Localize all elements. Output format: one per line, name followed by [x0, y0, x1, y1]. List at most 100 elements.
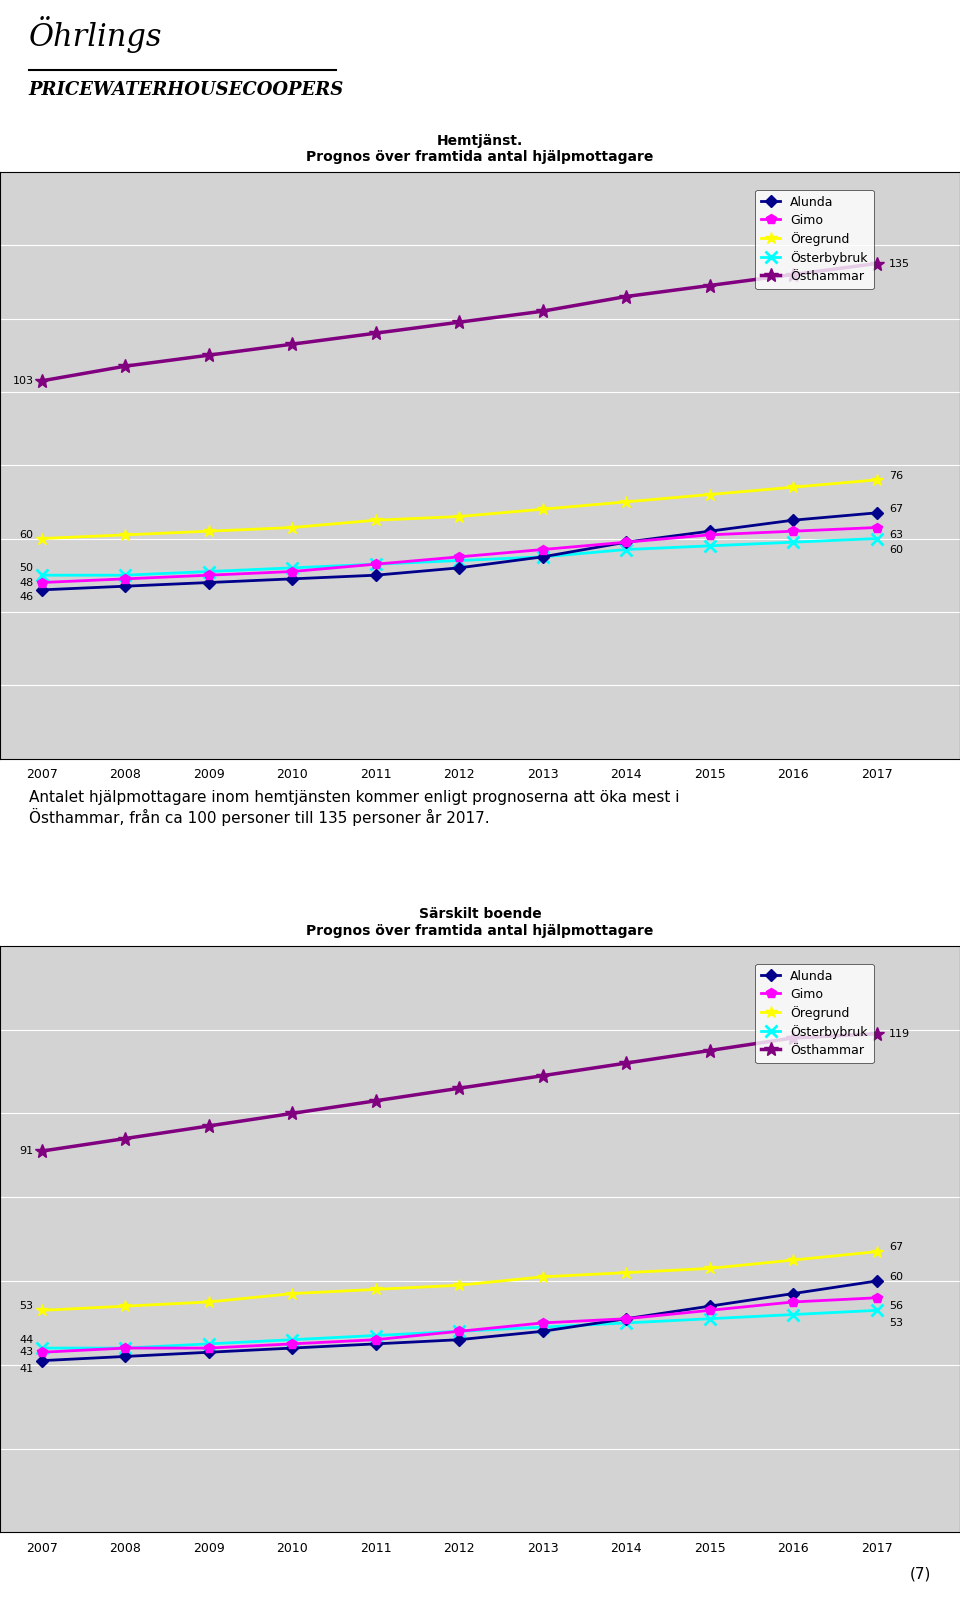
Alunda	[286, 570, 298, 589]
Line: Alunda: Alunda	[37, 1277, 880, 1365]
Gimo	[370, 1330, 381, 1349]
Gimo	[36, 573, 47, 592]
Gimo	[620, 533, 632, 552]
Östhammar	[704, 1042, 715, 1061]
Öregrund	[286, 518, 298, 538]
Österbybruk	[704, 1309, 715, 1328]
Alunda	[537, 1322, 548, 1341]
Östhammar	[787, 1029, 799, 1048]
Östhammar	[286, 334, 298, 354]
Line: Gimo: Gimo	[36, 523, 881, 587]
Line: Gimo: Gimo	[36, 1293, 881, 1357]
Alunda	[119, 1347, 131, 1366]
Text: 119: 119	[889, 1029, 910, 1038]
Östhammar	[370, 323, 381, 342]
Gimo	[704, 525, 715, 544]
Österbybruk	[787, 533, 799, 552]
Östhammar	[203, 346, 214, 365]
Alunda	[36, 1350, 47, 1370]
Österbybruk	[119, 1339, 131, 1358]
Öregrund	[370, 510, 381, 530]
Öregrund	[203, 1293, 214, 1312]
Alunda	[203, 573, 214, 592]
Östhammar	[286, 1104, 298, 1123]
Öregrund	[453, 507, 465, 526]
Östhammar	[871, 254, 882, 274]
Öregrund	[787, 477, 799, 496]
Alunda	[370, 565, 381, 584]
Gimo	[203, 1339, 214, 1358]
Text: 60: 60	[889, 544, 903, 555]
Line: Öregrund: Öregrund	[36, 1245, 883, 1317]
Österbybruk	[453, 550, 465, 570]
Gimo	[36, 1342, 47, 1362]
Text: 53: 53	[889, 1318, 903, 1328]
Gimo	[119, 1339, 131, 1358]
Gimo	[286, 1334, 298, 1354]
Gimo	[787, 522, 799, 541]
Österbybruk	[203, 1334, 214, 1354]
Östhammar	[36, 371, 47, 390]
Text: Öhrlings: Öhrlings	[29, 16, 162, 53]
Österbybruk	[620, 1314, 632, 1333]
Legend: Alunda, Gimo, Öregrund, Österbybruk, Östhammar: Alunda, Gimo, Öregrund, Österbybruk, Öst…	[756, 963, 874, 1062]
Alunda	[286, 1339, 298, 1358]
Line: Öregrund: Öregrund	[36, 474, 883, 544]
Öregrund	[370, 1280, 381, 1299]
Östhammar	[36, 1141, 47, 1160]
Östhammar	[453, 312, 465, 331]
Text: 103: 103	[12, 376, 34, 386]
Gimo	[453, 1322, 465, 1341]
Östhammar	[119, 357, 131, 376]
Gimo	[704, 1301, 715, 1320]
Öregrund	[871, 470, 882, 490]
Line: Östhammar: Östhammar	[35, 256, 883, 387]
Öregrund	[36, 1301, 47, 1320]
Östhammar	[704, 275, 715, 294]
Text: 60: 60	[19, 530, 34, 539]
Text: 48: 48	[19, 578, 34, 587]
Alunda	[871, 504, 882, 523]
Österbybruk	[537, 1317, 548, 1336]
Line: Östhammar: Östhammar	[35, 1027, 883, 1158]
Text: 67: 67	[889, 1243, 903, 1253]
Österbybruk	[871, 530, 882, 549]
Legend: Alunda, Gimo, Öregrund, Österbybruk, Östhammar: Alunda, Gimo, Öregrund, Österbybruk, Öst…	[756, 190, 874, 290]
Alunda	[453, 1330, 465, 1349]
Text: 50: 50	[19, 563, 34, 573]
Österbybruk	[119, 565, 131, 584]
Text: 60: 60	[889, 1272, 903, 1282]
Alunda	[370, 1334, 381, 1354]
Text: 46: 46	[19, 592, 34, 602]
Gimo	[620, 1309, 632, 1328]
Öregrund	[119, 525, 131, 544]
Line: Österbybruk: Österbybruk	[36, 1306, 882, 1354]
Text: 43: 43	[19, 1347, 34, 1357]
Östhammar	[620, 286, 632, 306]
Öregrund	[537, 499, 548, 518]
Alunda	[704, 522, 715, 541]
Öregrund	[871, 1242, 882, 1261]
Alunda	[787, 1283, 799, 1302]
Text: 91: 91	[19, 1146, 34, 1157]
Gimo	[871, 518, 882, 538]
Öregrund	[620, 493, 632, 512]
Österbybruk	[537, 547, 548, 566]
Östhammar	[787, 266, 799, 285]
Gimo	[787, 1293, 799, 1312]
Gimo	[119, 570, 131, 589]
Östhammar	[119, 1130, 131, 1149]
Östhammar	[203, 1117, 214, 1136]
Österbybruk	[370, 1326, 381, 1346]
Gimo	[286, 562, 298, 581]
Österbybruk	[36, 565, 47, 584]
Österbybruk	[370, 555, 381, 574]
Text: 67: 67	[889, 504, 903, 514]
Öregrund	[704, 485, 715, 504]
Title: Hemtjänst.
Prognos över framtida antal hjälpmottagare: Hemtjänst. Prognos över framtida antal h…	[306, 133, 654, 163]
Gimo	[370, 555, 381, 574]
Alunda	[871, 1272, 882, 1291]
Öregrund	[620, 1262, 632, 1282]
Text: 63: 63	[889, 530, 903, 539]
Alunda	[203, 1342, 214, 1362]
